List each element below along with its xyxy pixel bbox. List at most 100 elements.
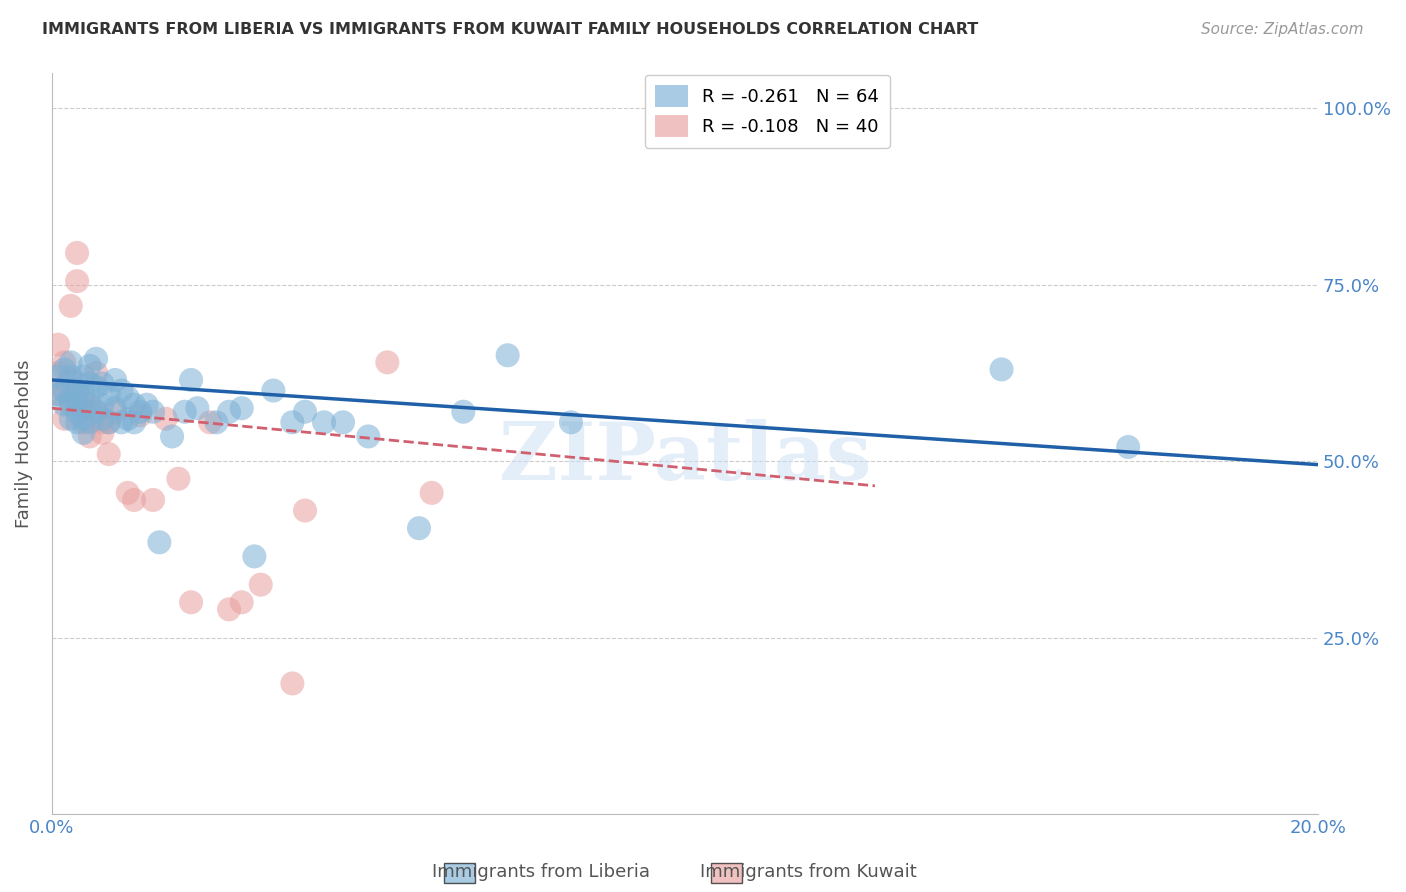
Point [198,415,221,429]
Point [249,577,271,591]
Point [84,405,107,419]
Y-axis label: Family Households: Family Households [15,359,32,528]
Text: ZIPatlas: ZIPatlas [499,419,872,498]
Text: Immigrants from Kuwait: Immigrants from Kuwait [700,863,917,881]
Point [129,409,152,423]
Point [420,486,443,500]
Point [46,369,69,384]
Point [66,398,89,412]
Point [59,411,82,425]
Point [332,415,354,429]
Point [1116,440,1139,454]
Point [91,425,114,440]
Point [453,405,475,419]
Point [46,337,69,351]
Point [84,366,107,380]
Point [79,398,101,412]
Point [72,401,94,416]
Point [122,492,145,507]
Text: IMMIGRANTS FROM LIBERIA VS IMMIGRANTS FROM KUWAIT FAMILY HOUSEHOLDS CORRELATION : IMMIGRANTS FROM LIBERIA VS IMMIGRANTS FR… [42,22,979,37]
Point [66,394,89,409]
Point [180,595,202,609]
Point [104,401,127,416]
Point [79,359,101,373]
Point [205,415,228,429]
Point [155,411,177,425]
Point [160,429,183,443]
Point [281,676,304,690]
Point [97,415,120,429]
Point [91,411,114,425]
Point [46,387,69,401]
Point [375,355,398,369]
Point [72,411,94,425]
Point [357,429,380,443]
Point [66,384,89,398]
Point [97,415,120,429]
Point [281,415,304,429]
Point [122,415,145,429]
Point [66,246,89,260]
Point [104,373,127,387]
Point [167,472,190,486]
Point [218,405,240,419]
Point [104,405,127,419]
Point [72,391,94,405]
Point [72,387,94,401]
Point [231,401,253,416]
Point [53,362,76,376]
Point [46,366,69,380]
Point [990,362,1012,376]
Point [66,376,89,391]
Point [117,411,139,425]
Point [560,415,582,429]
Point [91,398,114,412]
Point [142,492,165,507]
Point [46,387,69,401]
Point [129,405,152,419]
Point [84,405,107,419]
Point [66,415,89,429]
Point [243,549,266,564]
Point [84,380,107,394]
Point [53,384,76,398]
Point [66,274,89,288]
Point [122,398,145,412]
Text: Immigrants from Liberia: Immigrants from Liberia [432,863,651,881]
Point [135,398,157,412]
Text: Source: ZipAtlas.com: Source: ZipAtlas.com [1201,22,1364,37]
Point [312,415,335,429]
Point [294,503,316,517]
Point [59,391,82,405]
Point [231,595,253,609]
Legend: R = -0.261   N = 64, R = -0.108   N = 40: R = -0.261 N = 64, R = -0.108 N = 40 [644,75,890,147]
Point [59,369,82,384]
Point [117,486,139,500]
Point [496,348,519,362]
Point [59,373,82,387]
Point [72,369,94,384]
Point [186,401,208,416]
Point [173,405,195,419]
Point [91,376,114,391]
Point [66,384,89,398]
Point [79,415,101,429]
Point [142,405,165,419]
Point [180,373,202,387]
Point [148,535,170,549]
Point [84,351,107,366]
Point [72,415,94,429]
Point [59,394,82,409]
Point [91,415,114,429]
Point [59,398,82,412]
Point [97,447,120,461]
Point [53,411,76,425]
Point [110,415,132,429]
Point [79,398,101,412]
Point [79,376,101,391]
Point [72,425,94,440]
Point [59,355,82,369]
Point [53,398,76,412]
Point [97,387,120,401]
Point [117,391,139,405]
